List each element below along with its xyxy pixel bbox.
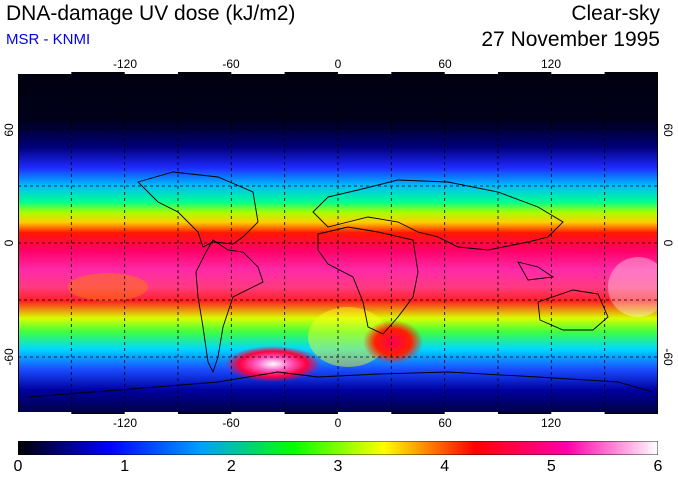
lon-label-bottom: -60 [222, 416, 240, 430]
date-label: 27 November 1995 [481, 28, 660, 51]
colorbar [18, 441, 658, 455]
lat-label-right: 60 [661, 123, 675, 137]
sky-condition-label: Clear-sky [571, 2, 660, 25]
lat-label-left: 60 [2, 123, 16, 137]
lon-label-top: -120 [112, 57, 138, 71]
colorbar-tick: 1 [120, 458, 130, 475]
lat-label-right: -60 [661, 348, 675, 366]
lat-label-left: 0 [2, 239, 16, 247]
map-title: DNA-damage UV dose (kJ/m2) [6, 2, 296, 25]
lon-label-bottom: 120 [540, 416, 562, 430]
colorbar-tick: 2 [226, 458, 236, 475]
lon-label-top: 120 [540, 57, 562, 71]
lon-label-top: 60 [438, 57, 452, 71]
colorbar-tick: 6 [653, 458, 663, 475]
colorbar-tick: 4 [440, 458, 450, 475]
lon-label-top: -60 [222, 57, 240, 71]
uv-dose-map [18, 72, 658, 414]
colorbar-tick: 0 [13, 458, 23, 475]
lon-label-bottom: -120 [112, 416, 138, 430]
lat-label-right: 0 [661, 239, 675, 247]
colorbar-tick: 5 [546, 458, 556, 475]
colorbar-tick: 3 [333, 458, 343, 475]
lon-label-top: 0 [334, 57, 342, 71]
lon-label-bottom: 60 [438, 416, 452, 430]
source-label: MSR - KNMI [6, 31, 91, 48]
lon-label-bottom: 0 [334, 416, 342, 430]
lat-label-left: -60 [2, 348, 16, 366]
